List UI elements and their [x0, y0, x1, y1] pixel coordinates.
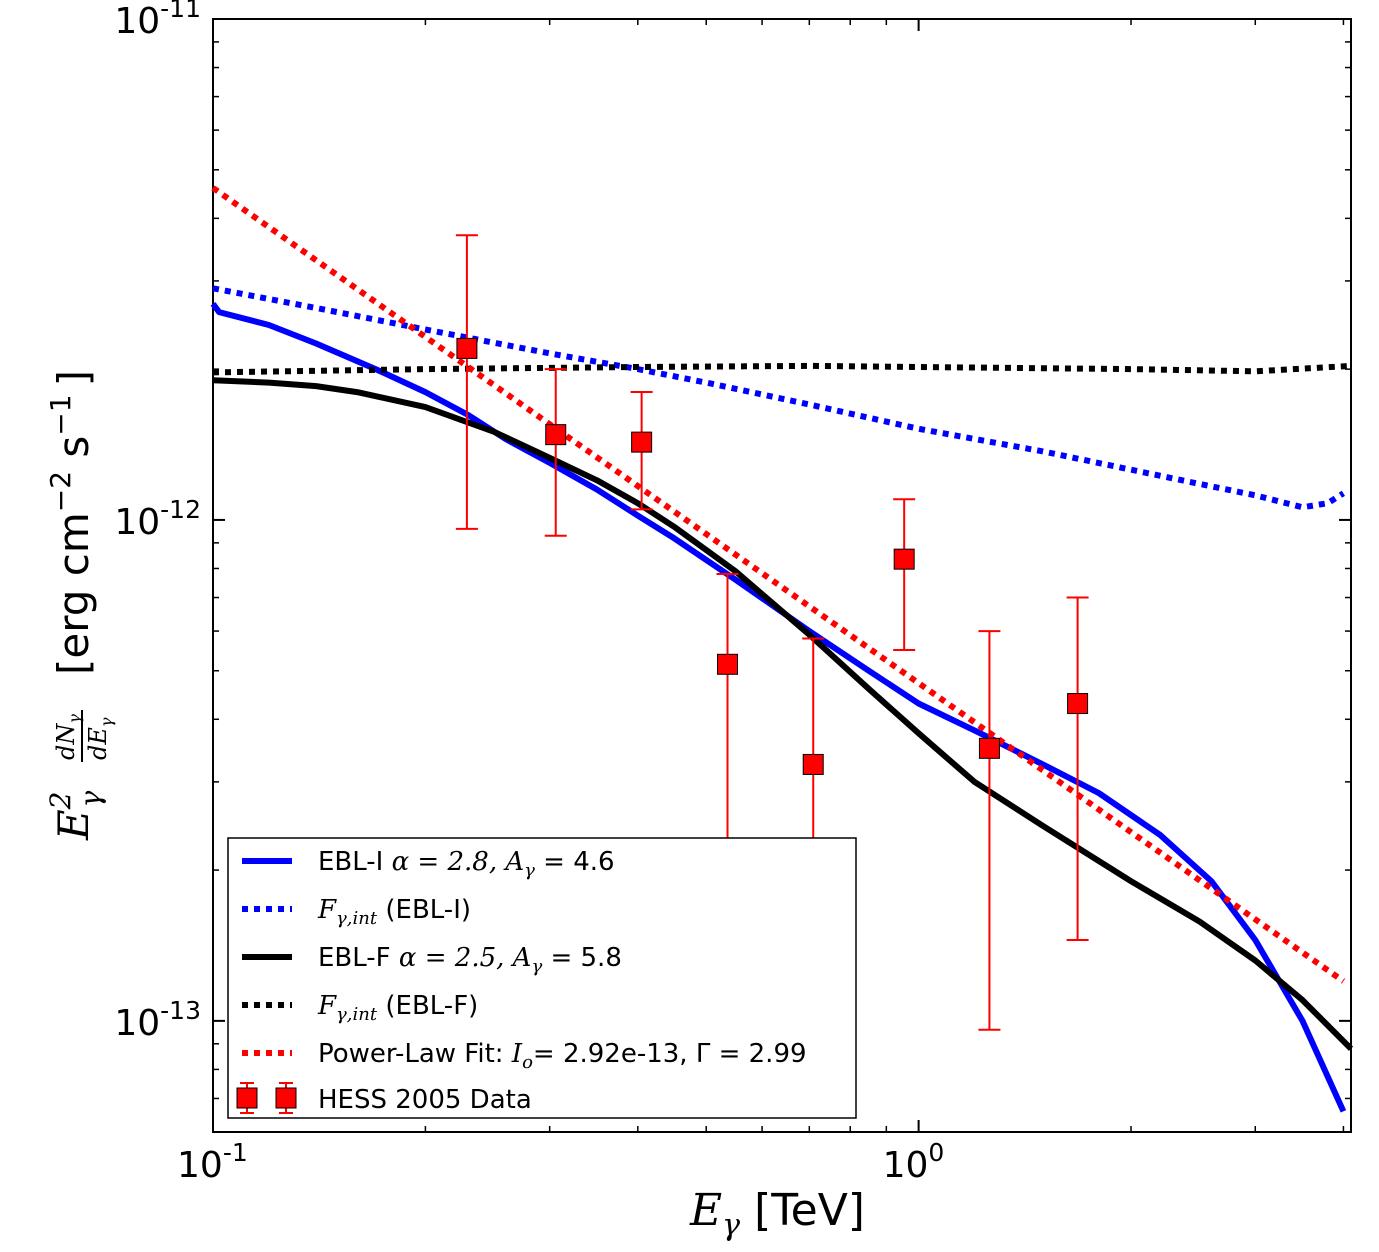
hess-data-point	[544, 368, 567, 537]
hess-data-point	[893, 498, 916, 651]
svg-text:E2γ: E2γ	[44, 791, 107, 842]
y-axis-label: E2γ dNγ dEγ [erg cm−2 s−1]	[44, 370, 116, 841]
y-label-frac-den-sub: γ	[97, 717, 116, 727]
legend-ebl-f-value: = 5.8	[542, 943, 622, 973]
legend-ebl-i-name: EBL-I	[318, 847, 392, 877]
legend-ebl-i-sub: γ	[524, 860, 535, 881]
svg-text:dNγ: dNγ	[52, 714, 84, 760]
legend-fint-ebl-f-math: F	[317, 991, 337, 1021]
svg-text:EBL-I α = 2.8, Aγ = 4.6: EBL-I α = 2.8, Aγ = 4.6	[318, 847, 615, 881]
legend-fint-ebl-i-text: (EBL-I)	[377, 895, 471, 925]
legend-entry-ebl-i: EBL-I α = 2.8, Aγ = 4.6	[242, 847, 615, 881]
legend-box	[227, 837, 857, 1119]
x-axis-label-sub: γ	[722, 1208, 740, 1243]
y-label-unit-exp2: −1	[44, 394, 77, 435]
y-label-frac-num-sub: γ	[65, 714, 84, 724]
svg-text:Fγ,int (EBL-I): Fγ,int (EBL-I)	[317, 895, 471, 929]
legend-fint-ebl-i-sub: γ,int	[336, 908, 378, 929]
y-label-sup: 2	[44, 792, 77, 811]
x-tick-labels: 10-1 100	[177, 1138, 944, 1186]
legend-ebl-f-sub: γ	[531, 956, 542, 977]
legend-power-law-name: Power-Law Fit:	[318, 1039, 512, 1069]
legend-ebl-i-value: = 4.6	[535, 847, 615, 877]
series-line-3	[212, 362, 1352, 376]
legend-ebl-f-name: EBL-F	[318, 943, 399, 973]
data-marker	[978, 737, 1000, 759]
minor-ticks	[213, 19, 1351, 1133]
legend-entry-power-law: Power-Law Fit: Io= 2.92e-13, Γ = 2.99	[242, 1039, 807, 1073]
data-marker	[893, 548, 915, 570]
series-line-2	[212, 377, 1354, 1051]
y-tick-label: 10-13	[114, 996, 201, 1044]
x-axis-label-unit: [TeV]	[754, 1185, 865, 1236]
svg-text:[erg cm−2 s−1]: [erg cm−2 s−1]	[44, 370, 98, 675]
data-marker	[802, 753, 824, 775]
svg-text:Power-Law Fit: Io= 2.92e-13, Γ: Power-Law Fit: Io= 2.92e-13, Γ = 2.99	[318, 1039, 807, 1073]
svg-text:dEγ: dEγ	[84, 717, 116, 760]
svg-text:Fγ,int (EBL-F): Fγ,int (EBL-F)	[317, 991, 478, 1025]
legend: EBL-I α = 2.8, Aγ = 4.6 Fγ,int (EBL-I) E…	[227, 837, 857, 1119]
legend-power-law-math: I	[511, 1039, 523, 1069]
legend-entry-hess: HESS 2005 Data	[236, 1082, 532, 1115]
y-label-sub: γ	[74, 791, 107, 808]
legend-hess-label: HESS 2005 Data	[318, 1085, 532, 1115]
series-layer	[210, 185, 1354, 1113]
y-label-e: E	[49, 809, 98, 841]
legend-ebl-f-math: α = 2.5, A	[399, 943, 532, 973]
legend-power-law-params: = 2.92e-13, Γ = 2.99	[533, 1039, 807, 1069]
hess-data-point	[455, 234, 478, 530]
legend-fint-ebl-i-math: F	[317, 895, 337, 925]
major-ticks	[212, 18, 1351, 1132]
y-label-unit-mid: s	[49, 436, 98, 471]
svg-text:EBL-F α = 2.5, Aγ = 5.8: EBL-F α = 2.5, Aγ = 5.8	[318, 943, 622, 977]
legend-swatch-hess	[236, 1082, 297, 1114]
data-marker	[631, 431, 653, 453]
series-line-1	[212, 285, 1346, 511]
data-marker	[456, 337, 478, 359]
y-tick-label: 10-12	[114, 495, 201, 543]
legend-fint-ebl-f-text: (EBL-F)	[377, 991, 478, 1021]
hess-data-point	[978, 630, 1001, 1031]
y-label-unit-exp1: −2	[44, 471, 77, 512]
legend-entry-fint-ebl-f: Fγ,int (EBL-F)	[242, 991, 478, 1025]
series-line-4	[211, 185, 1346, 984]
x-tick-label: 100	[883, 1138, 945, 1186]
data-marker	[717, 653, 739, 675]
hess-data-point	[1066, 596, 1089, 942]
legend-fint-ebl-f-sub: γ,int	[336, 1004, 378, 1025]
y-label-frac-num: dN	[52, 723, 80, 760]
legend-power-law-sub: o	[522, 1052, 533, 1073]
data-marker	[1067, 693, 1089, 715]
y-tick-label: 10-11	[114, 0, 201, 42]
x-axis-label-symbol: E	[689, 1185, 722, 1236]
y-label-frac-den: dE	[84, 727, 112, 760]
x-axis-label: Eγ [TeV]	[689, 1185, 865, 1243]
legend-ebl-i-math: α = 2.8, A	[392, 847, 525, 877]
y-label-unit-end: ]	[49, 370, 98, 386]
hess-data-points	[455, 234, 1089, 1031]
legend-entry-ebl-f: EBL-F α = 2.5, Aγ = 5.8	[242, 943, 622, 977]
legend-entry-fint-ebl-i: Fγ,int (EBL-I)	[242, 895, 471, 929]
x-tick-label: 10-1	[177, 1138, 248, 1186]
y-label-unit: [erg cm	[49, 512, 98, 675]
hess-data-point	[802, 637, 825, 872]
data-marker	[545, 424, 567, 446]
hess-data-point	[630, 391, 653, 511]
series-line-0	[210, 302, 1347, 1113]
y-tick-labels: 10-13 10-12 10-11	[114, 0, 201, 1044]
